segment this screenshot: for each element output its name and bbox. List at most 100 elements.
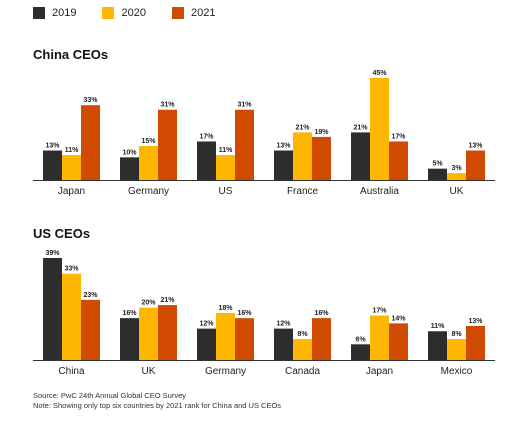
bar-australia-2019 bbox=[351, 132, 370, 180]
category-label-canada: Canada bbox=[285, 366, 320, 377]
bar-uk-2019 bbox=[120, 318, 139, 360]
data-label-japan-2020: 11% bbox=[65, 147, 79, 154]
category-label-germany: Germany bbox=[128, 186, 169, 197]
bar-uk-2021 bbox=[158, 305, 177, 360]
data-label-france-2020: 21% bbox=[295, 124, 310, 131]
data-label-australia-2019: 21% bbox=[353, 124, 368, 131]
bar-germany-2019 bbox=[120, 157, 139, 180]
data-label-germany-2020: 15% bbox=[141, 138, 156, 145]
data-label-us-2021: 31% bbox=[237, 102, 252, 109]
bar-germany-2021 bbox=[158, 109, 177, 180]
data-label-mexico-2020: 8% bbox=[451, 331, 462, 338]
data-label-uk-2021: 13% bbox=[468, 143, 483, 150]
bar-canada-2019 bbox=[274, 328, 293, 360]
bar-mexico-2019 bbox=[428, 331, 447, 360]
bar-china-2019 bbox=[43, 258, 62, 360]
bar-mexico-2021 bbox=[466, 326, 485, 360]
bar-us-2020 bbox=[216, 155, 235, 180]
legend: 2019 2020 2021 bbox=[33, 7, 215, 19]
data-label-mexico-2019: 11% bbox=[431, 323, 445, 330]
legend-label-2020: 2020 bbox=[121, 7, 146, 19]
data-label-japan-2020: 17% bbox=[372, 308, 387, 315]
category-label-australia: Australia bbox=[360, 186, 399, 197]
data-label-china-2019: 39% bbox=[45, 250, 60, 257]
footnotes: Source: PwC 24th Annual Global CEO Surve… bbox=[33, 391, 281, 411]
bar-mexico-2020 bbox=[447, 339, 466, 360]
data-label-germany-2021: 31% bbox=[160, 102, 175, 109]
category-label-france: France bbox=[287, 186, 319, 197]
bar-japan-2020 bbox=[370, 315, 389, 360]
bar-germany-2020 bbox=[139, 146, 158, 180]
data-label-japan-2019: 6% bbox=[355, 336, 366, 343]
legend-item-2019: 2019 bbox=[33, 7, 76, 19]
data-label-canada-2020: 8% bbox=[297, 331, 308, 338]
data-label-uk-2020: 3% bbox=[451, 165, 462, 172]
data-label-uk-2019: 16% bbox=[122, 310, 137, 317]
data-label-canada-2019: 12% bbox=[276, 321, 291, 328]
bar-china-2020 bbox=[62, 273, 81, 360]
legend-label-2021: 2021 bbox=[190, 7, 216, 19]
bar-australia-2020 bbox=[370, 78, 389, 180]
bar-japan-2019 bbox=[351, 344, 370, 360]
bar-germany-2021 bbox=[235, 318, 254, 360]
bar-australia-2021 bbox=[389, 141, 408, 180]
bar-germany-2020 bbox=[216, 312, 235, 360]
data-label-japan-2021: 33% bbox=[83, 97, 98, 104]
category-label-uk: UK bbox=[142, 366, 156, 377]
bar-uk-2019 bbox=[428, 168, 447, 180]
data-label-france-2021: 19% bbox=[314, 129, 329, 136]
data-label-germany-2019: 10% bbox=[122, 149, 137, 156]
data-label-japan-2019: 13% bbox=[45, 143, 60, 150]
bar-canada-2020 bbox=[293, 339, 312, 360]
bar-japan-2019 bbox=[43, 150, 62, 180]
bar-japan-2021 bbox=[389, 323, 408, 360]
data-label-us-2020: 11% bbox=[219, 147, 233, 154]
data-label-china-2021: 23% bbox=[83, 292, 98, 299]
category-label-uk: UK bbox=[450, 186, 464, 197]
source-note: Source: PwC 24th Annual Global CEO Surve… bbox=[33, 391, 186, 400]
data-label-mexico-2021: 13% bbox=[468, 318, 483, 325]
china-ceos-bar-chart: 13% 11% 33% Japan 10% 15% 31% Germany 17% 11% 31% U… bbox=[33, 70, 495, 197]
data-label-canada-2021: 16% bbox=[314, 310, 329, 317]
data-label-france-2019: 13% bbox=[276, 143, 291, 150]
bar-uk-2021 bbox=[466, 150, 485, 180]
chart-title-us-ceos: US CEOs bbox=[33, 226, 91, 241]
legend-swatch-2021 bbox=[171, 7, 184, 19]
data-label-uk-2020: 20% bbox=[141, 300, 156, 307]
bar-us-2019 bbox=[197, 141, 216, 180]
bar-france-2019 bbox=[274, 150, 293, 180]
category-label-japan: Japan bbox=[366, 366, 393, 377]
bar-china-2021 bbox=[81, 299, 100, 360]
data-label-uk-2019: 5% bbox=[432, 161, 443, 168]
legend-item-2021: 2021 bbox=[171, 7, 216, 19]
data-label-japan-2021: 14% bbox=[391, 315, 406, 322]
category-label-japan: Japan bbox=[58, 186, 85, 197]
data-label-germany-2020: 18% bbox=[218, 305, 233, 312]
category-label-us: US bbox=[219, 186, 233, 197]
bar-france-2021 bbox=[312, 136, 331, 180]
category-label-germany: Germany bbox=[205, 366, 246, 377]
legend-item-2020: 2020 bbox=[102, 7, 146, 19]
category-label-china: China bbox=[58, 366, 85, 377]
data-label-uk-2021: 21% bbox=[160, 297, 175, 304]
chart-note: Note: Showing only top six countries by … bbox=[33, 401, 282, 410]
bar-uk-2020 bbox=[139, 307, 158, 360]
legend-swatch-2020 bbox=[102, 7, 115, 19]
bar-japan-2020 bbox=[62, 155, 81, 180]
bar-japan-2021 bbox=[81, 105, 100, 180]
data-label-germany-2019: 12% bbox=[199, 321, 214, 328]
bar-germany-2019 bbox=[197, 328, 216, 360]
category-label-mexico: Mexico bbox=[441, 366, 473, 377]
legend-swatch-2019 bbox=[33, 7, 45, 19]
us-ceos-bar-chart: 39% 33% 23% China 16% 20% 21% UK 12% 18% 16% German… bbox=[33, 250, 495, 377]
legend-label-2019: 2019 bbox=[52, 7, 77, 19]
chart-title-china-ceos: China CEOs bbox=[33, 47, 109, 62]
data-label-china-2020: 33% bbox=[64, 266, 79, 273]
bar-france-2020 bbox=[293, 132, 312, 180]
data-label-us-2019: 17% bbox=[199, 133, 214, 140]
data-label-germany-2021: 16% bbox=[237, 310, 252, 317]
bar-us-2021 bbox=[235, 109, 254, 180]
bar-canada-2021 bbox=[312, 318, 331, 360]
data-label-australia-2021: 17% bbox=[391, 133, 406, 140]
bar-uk-2020 bbox=[447, 173, 466, 180]
